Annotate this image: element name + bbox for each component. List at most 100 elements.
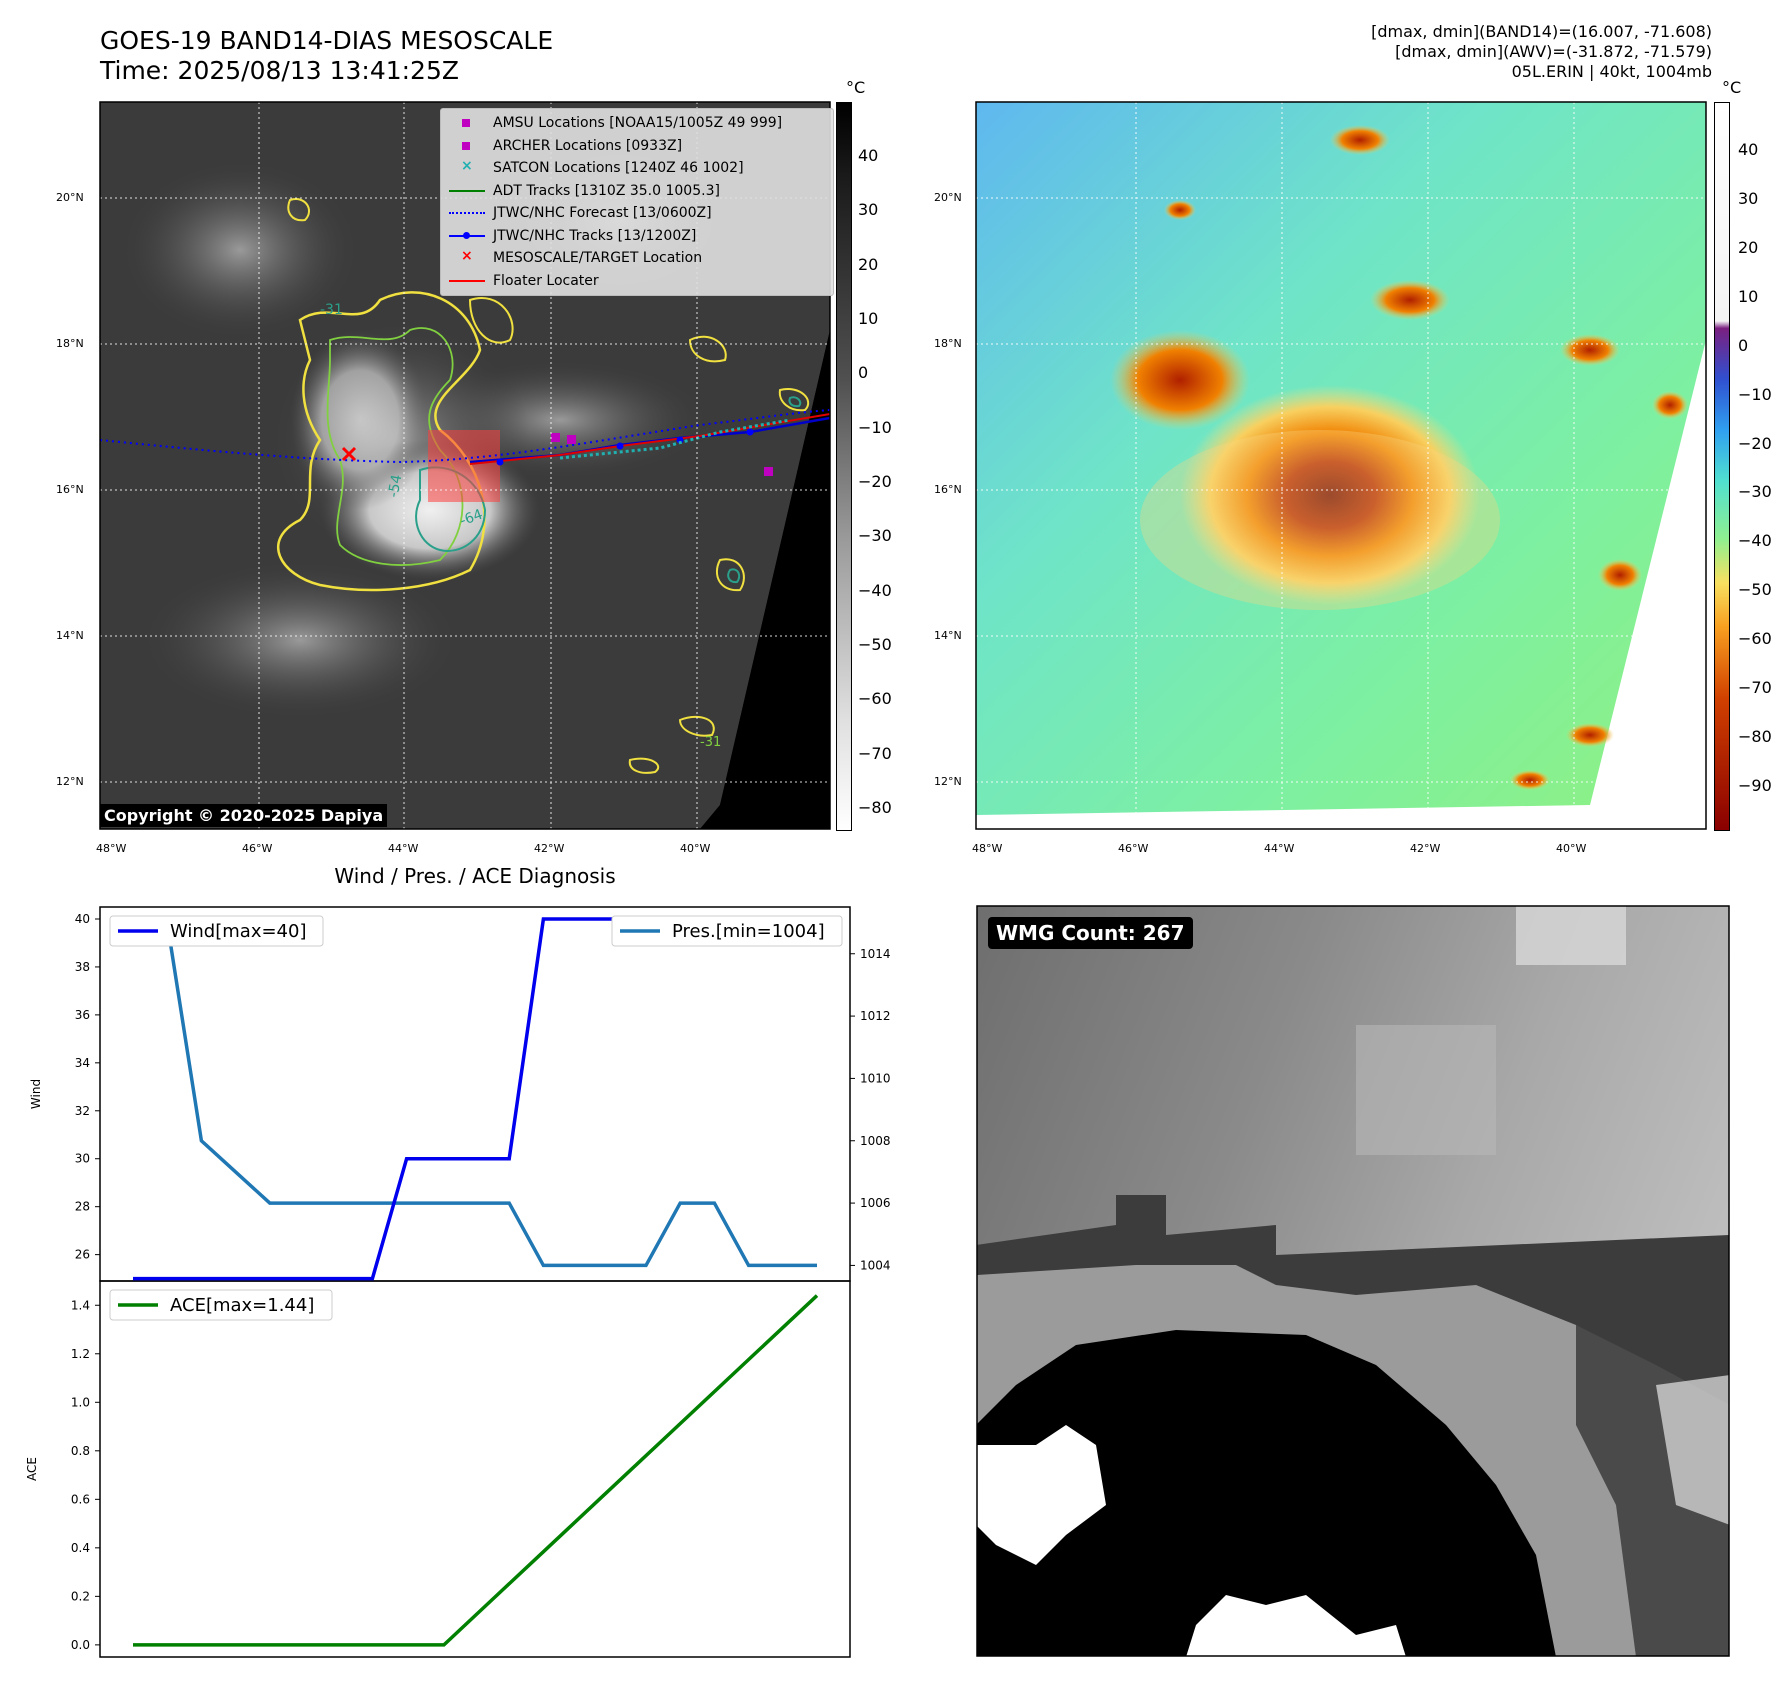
colorbar-tick-label: −20 [858,472,892,491]
diagnosis-chart: 26 28 30 32 34 36 38 40 1004 1006 1008 1010 1012 1014… [25,906,891,1658]
right-colorbar [1714,102,1730,831]
legend-item: JTWC/NHC Forecast [13/0600Z] [447,202,827,225]
pressure-tick-label: 1014 [860,947,891,961]
ace-tick-label: 1.2 [71,1347,90,1361]
colorbar-tick-label: −90 [1738,776,1772,795]
lon-label: 42°W [534,842,565,855]
lon-label: 44°W [1264,842,1295,855]
legend-label: JTWC/NHC Forecast [13/0600Z] [493,205,712,222]
legend-marker-icon [447,229,487,243]
lon-label: 48°W [972,842,1003,855]
legend-item: × SATCON Locations [1240Z 46 1002] [447,157,827,180]
info-line-1: [dmax, dmin](BAND14)=(16.007, -71.608) [1371,22,1712,41]
pressure-series-line [133,920,817,1268]
lat-label: 12°N [934,775,962,788]
wind-series-line [133,917,817,1281]
colorbar-tick-label: 40 [858,146,879,165]
colorbar-tick-label: −80 [858,798,892,817]
colorbar-tick-label: −50 [858,635,892,654]
ace-tick-label: 0.4 [71,1541,90,1555]
legend-marker-icon [447,184,487,198]
wind-axis-label: Wind [29,1079,43,1109]
colorbar-tick-label: −30 [1738,482,1772,502]
legend-item: Floater Locater [447,270,827,293]
ace-tick-label: 1.4 [71,1298,90,1312]
wmg-count-badge: WMG Count: 267 [988,917,1193,949]
legend-item: ARCHER Locations [0933Z] [447,135,827,158]
lon-label: 42°W [1410,842,1441,855]
wind-tick-label: 30 [75,1152,90,1166]
colorbar-tick-label: −60 [1738,629,1772,649]
lon-label: 48°W [96,842,127,855]
colorbar-tick-label: −10 [1738,384,1772,404]
colorbar-tick-label: −80 [1738,727,1772,747]
colorbar-tick-label: 30 [858,200,879,220]
colorbar-tick-label: 30 [1738,188,1759,208]
pressure-tick-label: 1008 [860,1134,891,1148]
ace-tick-label: 0.0 [71,1638,90,1652]
page-title: GOES-19 BAND14-DIAS MESOSCALE Time: 2025… [100,26,553,86]
colorbar-tick-label: −40 [858,580,892,600]
wind-legend-label: Wind[max=40] [170,921,307,942]
colorbar-tick-label: −50 [1738,580,1772,600]
legend-item: ADT Tracks [1310Z 35.0 1005.3] [447,180,827,203]
lon-label: 44°W [388,842,419,855]
legend-marker-icon [447,206,487,220]
legend-label: JTWC/NHC Tracks [13/1200Z] [493,227,697,244]
colorbar-tick-label: −40 [1738,531,1772,551]
colorbar-unit: °C [846,78,866,97]
pressure-legend-box [611,915,843,947]
ace-tick-label: 0.2 [71,1589,90,1603]
enhanced-imagery [976,102,1706,829]
lat-label: 20°N [934,191,962,204]
ace-tick-label: 0.6 [71,1492,90,1506]
wmg-imagery [977,906,1729,1656]
pressure-tick-label: 1010 [860,1071,891,1085]
copyright-badge: Copyright © 2020-2025 Dapiya [100,804,388,827]
lat-label: 14°N [934,629,962,642]
colorbar-tick-label: −70 [1738,678,1772,698]
legend-marker-icon: × [461,158,473,175]
ace-legend-box [109,1289,333,1321]
pressure-tick-label: 1006 [860,1196,891,1210]
wind-tick-label: 38 [75,960,90,974]
pressure-tick-label: 1004 [860,1258,891,1272]
pressure-tick-label: 1012 [860,1009,891,1023]
wmg-panel [976,905,1730,1657]
lon-label: 46°W [242,842,273,855]
title-line-1: GOES-19 BAND14-DIAS MESOSCALE [100,26,554,55]
lat-label: 20°N [56,191,84,204]
wind-tick-label: 26 [75,1248,90,1262]
colorbar-tick-label: −20 [1738,433,1772,453]
colorbar-unit: °C [1722,78,1742,97]
info-line-2: [dmax, dmin](AWV)=(-31.872, -71.579) [1395,42,1712,61]
legend-marker-icon [447,139,487,153]
legend-marker-icon [447,274,487,288]
colorbar-tick-label: −60 [858,689,892,709]
colorbar-tick-label: 0 [858,363,869,383]
colorbar-tick-label: 0 [1738,335,1749,355]
wind-tick-label: 36 [75,1008,90,1022]
storm-info: [dmax, dmin](BAND14)=(16.007, -71.608) [… [1371,22,1712,82]
legend-label: AMSU Locations [NOAA15/1005Z 49 999] [493,115,783,132]
legend-label: ARCHER Locations [0933Z] [493,137,683,154]
colorbar-tick-label: −70 [858,743,892,763]
legend-item: × MESOSCALE/TARGET Location [447,247,827,270]
ace-series-line [133,1294,819,1647]
lat-label: 14°N [56,629,84,642]
colorbar-tick-label: 40 [1738,140,1759,159]
wind-tick-label: 28 [75,1200,90,1214]
ace-tick-label: 0.8 [71,1444,90,1458]
lon-label: 40°W [680,842,711,855]
lon-label: 46°W [1118,842,1149,855]
lon-label: 40°W [1556,842,1587,855]
colorbar-tick-label: 20 [858,254,879,274]
pressure-legend-label: Pres.[min=1004] [672,921,825,942]
lat-label: 16°N [56,483,84,496]
legend-item: AMSU Locations [NOAA15/1005Z 49 999] [447,112,827,135]
contour-label: -31 [700,735,722,750]
left-colorbar [836,102,852,831]
legend-item: JTWC/NHC Tracks [13/1200Z] [447,225,827,248]
enhanced-map-panel [975,101,1707,830]
legend-label: MESOSCALE/TARGET Location [493,250,703,267]
